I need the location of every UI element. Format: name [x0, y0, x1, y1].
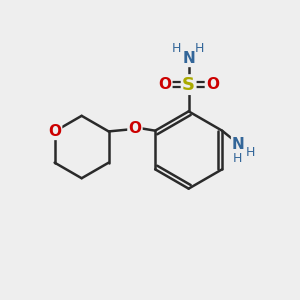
- Text: H: H: [195, 42, 205, 55]
- Text: S: S: [182, 76, 195, 94]
- Text: H: H: [246, 146, 256, 159]
- Text: O: O: [48, 124, 61, 139]
- Text: O: O: [128, 121, 142, 136]
- Text: O: O: [206, 77, 219, 92]
- Text: N: N: [232, 136, 245, 152]
- Text: H: H: [172, 42, 181, 55]
- Text: H: H: [232, 152, 242, 165]
- Text: O: O: [158, 77, 171, 92]
- Text: N: N: [182, 51, 195, 66]
